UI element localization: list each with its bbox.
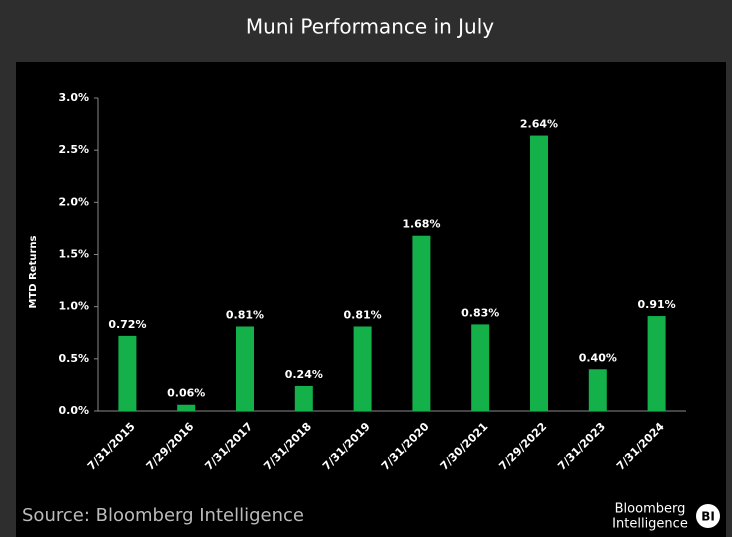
logo-badge-text: BI bbox=[701, 510, 715, 524]
value-label: 0.40% bbox=[579, 351, 617, 364]
bar bbox=[530, 135, 548, 411]
value-label: 0.83% bbox=[461, 306, 499, 319]
y-axis-label: MTD Returns bbox=[28, 235, 39, 308]
bar bbox=[353, 326, 372, 411]
y-tick-label: 1.0% bbox=[58, 300, 89, 313]
value-label: 0.91% bbox=[638, 298, 676, 311]
bar bbox=[294, 385, 313, 411]
value-label: 0.06% bbox=[167, 387, 205, 400]
y-tick-label: 0.5% bbox=[58, 352, 89, 365]
y-tick-label: 2.0% bbox=[58, 195, 89, 208]
bar bbox=[647, 316, 666, 411]
value-label: 2.64% bbox=[520, 118, 558, 131]
bar bbox=[412, 235, 431, 411]
y-tick-label: 1.5% bbox=[58, 248, 89, 261]
logo-text: Bloomberg bbox=[615, 502, 686, 517]
bar bbox=[177, 404, 196, 411]
value-label: 0.24% bbox=[285, 368, 323, 381]
logo-text: Intelligence bbox=[612, 517, 688, 532]
logo-badge bbox=[696, 504, 720, 528]
chart-panel bbox=[16, 62, 726, 537]
source: Source: Bloomberg Intelligence bbox=[22, 505, 304, 526]
value-label: 1.68% bbox=[402, 218, 440, 231]
y-tick-label: 2.5% bbox=[58, 143, 89, 156]
bar bbox=[471, 324, 490, 411]
value-label: 0.81% bbox=[344, 308, 382, 321]
value-label: 0.72% bbox=[108, 318, 146, 331]
bar bbox=[236, 326, 254, 411]
value-label: 0.81% bbox=[226, 308, 264, 321]
y-tick-label: 3.0% bbox=[58, 91, 89, 104]
bar bbox=[118, 335, 137, 411]
bar bbox=[588, 369, 607, 411]
chart-title: Muni Performance in July bbox=[246, 15, 494, 39]
y-tick-label: 0.0% bbox=[58, 404, 89, 417]
